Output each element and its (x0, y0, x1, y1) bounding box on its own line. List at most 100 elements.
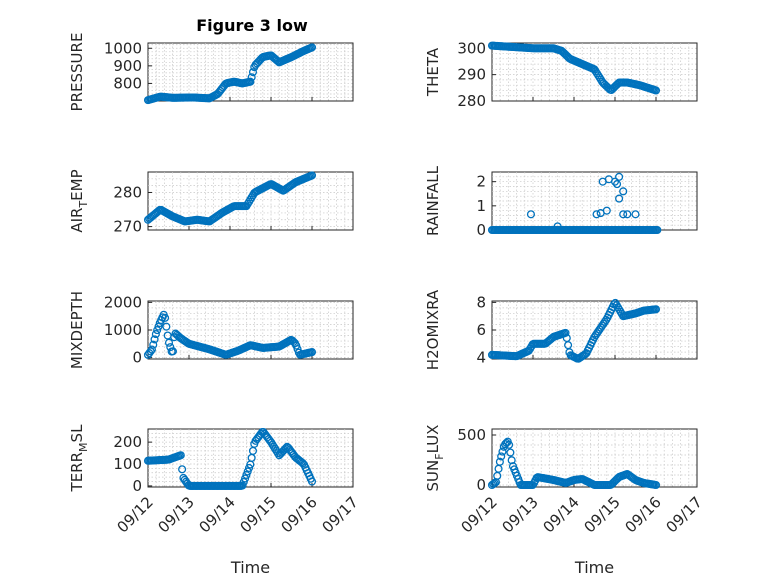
data-point (600, 317, 609, 326)
y-axis-label: MIXDEPTH (68, 291, 86, 369)
data-point (297, 458, 306, 467)
y-tick-label: 280 (113, 183, 142, 201)
data-point (651, 86, 661, 95)
data-point (153, 326, 162, 335)
y-axis-label: AIRTEMP (68, 169, 90, 232)
axes-frame (491, 428, 698, 488)
y-tick-label: 280 (457, 92, 486, 110)
data-point (292, 341, 301, 350)
y-tick-label: 1000 (104, 39, 142, 57)
y-tick-label: 200 (113, 433, 142, 451)
data-point (524, 346, 533, 355)
y-tick-label: 500 (457, 426, 486, 444)
data-point (154, 322, 163, 331)
data-point (147, 345, 156, 354)
subplot-h2omixra: 4 6 8 H2OMIXRA (424, 289, 698, 370)
y-tick-label: 900 (113, 57, 142, 75)
data-point (526, 210, 535, 219)
data-point (506, 448, 515, 457)
subplot-rainfall: 0 1 2 RAINFALL (424, 165, 698, 239)
y-axis-label: TERRMSL (68, 424, 90, 493)
y-tick-label: 290 (457, 66, 486, 84)
data-point (501, 440, 510, 449)
data-point (246, 77, 255, 86)
y-tick-label: 2 (476, 173, 486, 191)
data-point (495, 457, 504, 466)
x-axis-label: Time (230, 558, 270, 577)
data-point (242, 470, 251, 480)
y-tick-label: 100 (113, 455, 142, 473)
data-point (166, 343, 175, 352)
data-point (178, 465, 187, 474)
data-point (307, 171, 317, 180)
figure-title: Figure 3 low (196, 16, 308, 35)
y-tick-label: 1000 (104, 321, 142, 339)
data-point (651, 305, 661, 314)
data-point (241, 474, 250, 483)
data-point (239, 477, 248, 487)
data-point (631, 210, 640, 219)
y-tick-label: 0 (132, 349, 142, 367)
data-point (602, 206, 611, 215)
data-point (651, 480, 661, 490)
y-tick-label: 0 (132, 477, 142, 495)
y-tick-label: 270 (113, 218, 142, 236)
data-point (561, 328, 570, 337)
data-point (149, 340, 158, 349)
data-point (176, 451, 185, 460)
data-point (168, 347, 177, 356)
data-point (610, 177, 620, 186)
data-point (553, 222, 562, 231)
y-tick-label: 6 (476, 321, 486, 339)
data-point (615, 194, 624, 203)
data-point (307, 43, 317, 52)
data-point (653, 225, 662, 235)
x-axis-label: Time (574, 558, 614, 577)
data-point (623, 210, 632, 219)
data-point (288, 336, 297, 345)
data-point (238, 481, 247, 490)
data-point (243, 467, 252, 476)
y-tick-label: 8 (476, 293, 486, 311)
data-point (635, 225, 644, 235)
data-point (164, 338, 174, 347)
y-axis-label: SUNFLUX (424, 425, 446, 492)
y-axis-label: PRESSURE (68, 33, 86, 112)
data-point (619, 187, 628, 196)
data-point (497, 452, 506, 461)
y-tick-label: 800 (113, 74, 142, 92)
y-axis-label: RAINFALL (424, 165, 442, 236)
subplot-air_temp: 270 280 AIRTEMP (68, 169, 354, 236)
data-point (247, 73, 256, 82)
data-point (592, 210, 601, 219)
data-point (146, 347, 155, 356)
y-tick-label: 2000 (104, 293, 142, 311)
data-point (498, 447, 507, 456)
data-point (151, 330, 160, 339)
data-point (615, 172, 624, 181)
data-point (612, 180, 622, 189)
y-tick-label: 0 (476, 221, 486, 239)
subplot-theta: 280 290 300 THETA (424, 39, 698, 110)
y-axis-label: THETA (424, 47, 442, 97)
y-axis-label: H2OMIXRA (424, 289, 442, 370)
y-tick-label: 4 (476, 349, 486, 367)
y-tick-label: 300 (457, 39, 486, 57)
data-point (161, 313, 170, 322)
y-tick-label: 0 (476, 476, 486, 494)
subplot-mixdepth: 0 1000 2000 MIXDEPTH (68, 291, 354, 369)
data-point (505, 440, 514, 449)
data-point (298, 459, 307, 468)
data-point (307, 477, 317, 486)
axes-frame (147, 42, 354, 102)
data-point (307, 348, 317, 357)
data-point (590, 65, 599, 74)
data-point (244, 463, 254, 473)
data-point (490, 479, 499, 488)
y-tick-label: 1 (476, 197, 486, 215)
data-point (248, 68, 258, 77)
data-point (150, 335, 159, 344)
